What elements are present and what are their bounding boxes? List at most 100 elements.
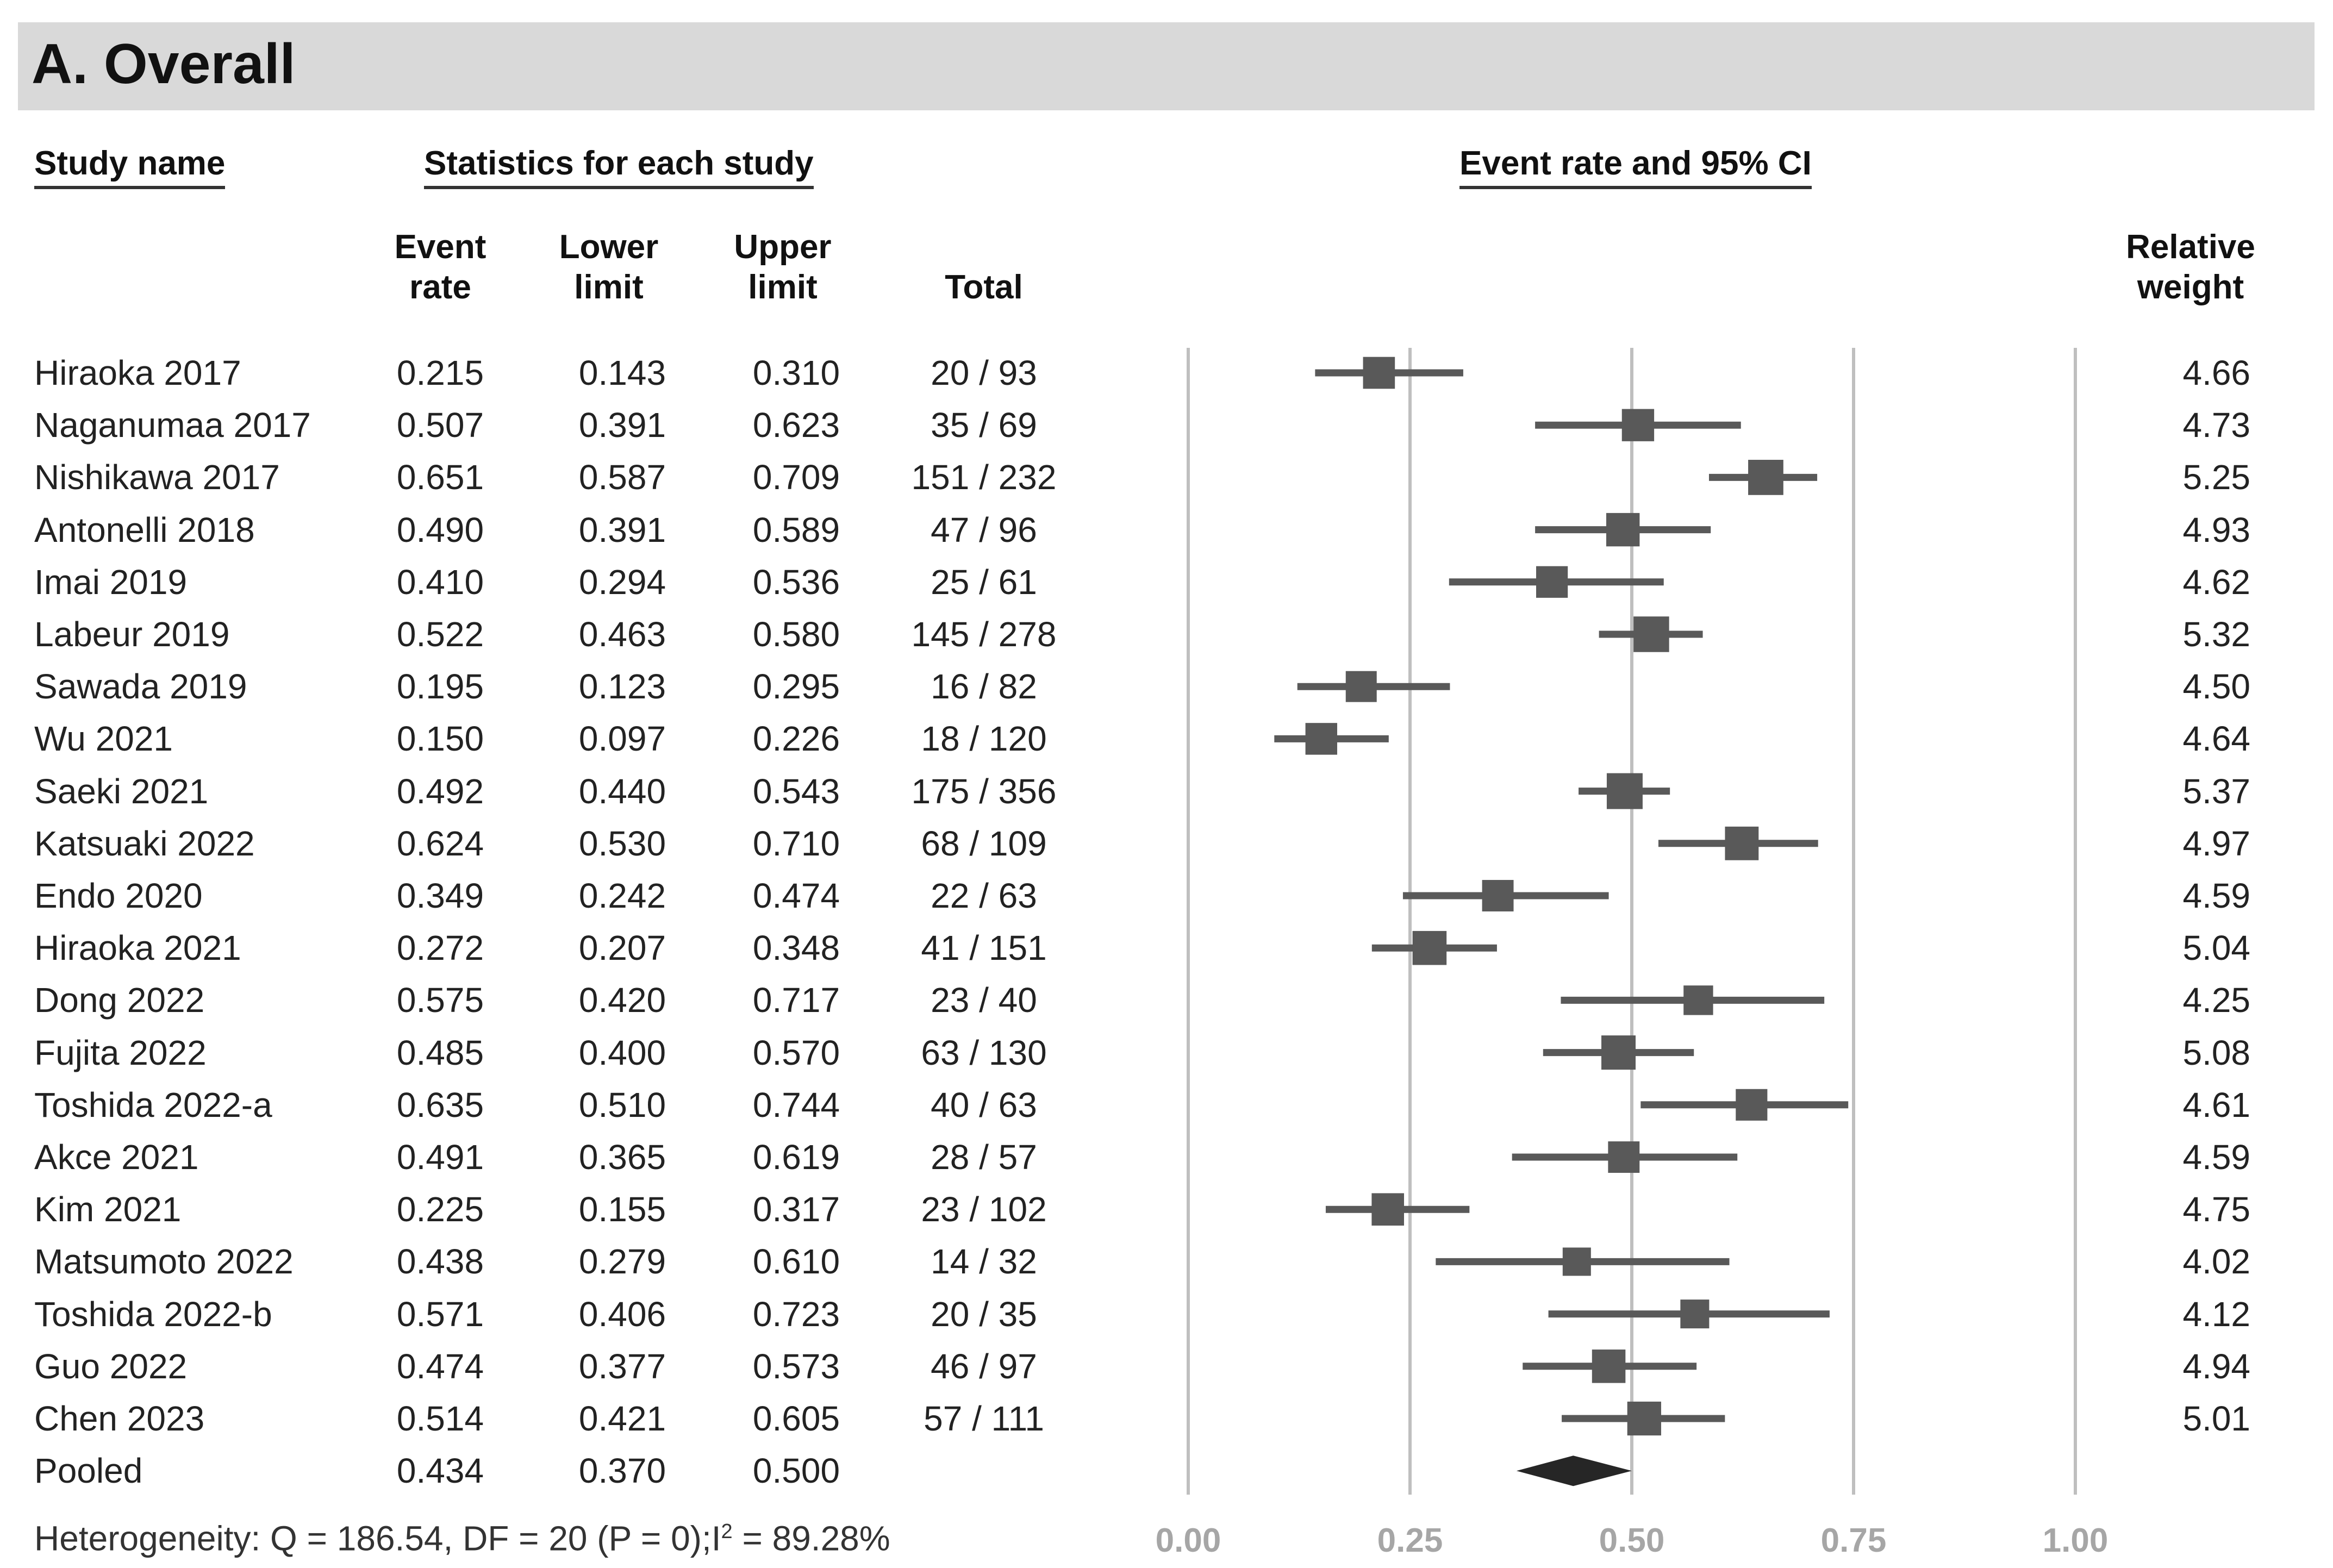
weight-header-line1: Relative bbox=[2126, 228, 2255, 266]
event-rate: 0.490 bbox=[396, 510, 484, 549]
table-row: Wu 2021 0.150 0.097 0.226 18 / 120 4.64 bbox=[0, 713, 2333, 765]
total-count: 18 / 120 bbox=[921, 719, 1047, 759]
upper-limit: 0.226 bbox=[752, 719, 840, 759]
lower-limit: 0.207 bbox=[578, 928, 666, 968]
upper-limit-header-line2: limit bbox=[748, 268, 818, 306]
table-row: Matsumoto 2022 0.438 0.279 0.610 14 / 32 4.02 bbox=[0, 1235, 2333, 1288]
table-row: Katsuaki 2022 0.624 0.530 0.710 68 / 109 4.97 bbox=[0, 817, 2333, 870]
lower-limit: 0.370 bbox=[578, 1451, 666, 1491]
table-row: Fujita 2022 0.485 0.400 0.570 63 / 130 5.08 bbox=[0, 1027, 2333, 1079]
lower-limit: 0.463 bbox=[578, 615, 666, 654]
lower-limit: 0.510 bbox=[578, 1085, 666, 1125]
panel-title-bar: A. Overall bbox=[18, 22, 2315, 110]
upper-limit: 0.536 bbox=[752, 562, 840, 602]
relative-weight: 4.59 bbox=[2182, 876, 2250, 915]
lower-limit: 0.420 bbox=[578, 980, 666, 1020]
table-row: Toshida 2022-b 0.571 0.406 0.723 20 / 35 4.12 bbox=[0, 1288, 2333, 1340]
event-rate: 0.485 bbox=[396, 1033, 484, 1072]
lower-limit-header-line2: limit bbox=[574, 268, 644, 306]
total-count: 22 / 63 bbox=[931, 876, 1037, 915]
event-rate: 0.635 bbox=[396, 1085, 484, 1125]
relative-weight: 4.94 bbox=[2182, 1346, 2250, 1386]
study-name: Toshida 2022-b bbox=[34, 1294, 272, 1334]
point-estimate-square bbox=[1562, 1247, 1591, 1276]
lower-limit: 0.530 bbox=[578, 823, 666, 863]
total-count: 46 / 97 bbox=[931, 1346, 1037, 1386]
total-count: 175 / 356 bbox=[911, 771, 1057, 811]
upper-limit: 0.543 bbox=[752, 771, 840, 811]
total-count: 20 / 35 bbox=[931, 1294, 1037, 1334]
relative-weight: 4.97 bbox=[2182, 823, 2250, 863]
event-rate: 0.571 bbox=[396, 1294, 484, 1334]
table-row: Hiraoka 2021 0.272 0.207 0.348 41 / 151 5.04 bbox=[0, 922, 2333, 974]
total-count: 47 / 96 bbox=[931, 510, 1037, 549]
total-count: 28 / 57 bbox=[931, 1138, 1037, 1177]
relative-weight-column-header: Relative weight bbox=[2109, 227, 2272, 308]
weight-header-line2: weight bbox=[2137, 268, 2244, 306]
point-estimate-square bbox=[1606, 773, 1643, 809]
point-estimate-square bbox=[1633, 616, 1669, 652]
study-name: Guo 2022 bbox=[34, 1346, 188, 1386]
point-estimate-square bbox=[1536, 566, 1568, 598]
upper-limit: 0.610 bbox=[752, 1242, 840, 1282]
table-row: Chen 2023 0.514 0.421 0.605 57 / 111 5.01 bbox=[0, 1392, 2333, 1445]
event-rate: 0.522 bbox=[396, 615, 484, 654]
i-squared-superscript: 2 bbox=[721, 1520, 733, 1543]
study-name: Imai 2019 bbox=[34, 562, 188, 602]
study-name: Kim 2021 bbox=[34, 1190, 182, 1229]
relative-weight: 5.04 bbox=[2182, 928, 2250, 968]
upper-limit: 0.500 bbox=[752, 1451, 840, 1491]
study-name: Fujita 2022 bbox=[34, 1033, 207, 1072]
relative-weight: 5.25 bbox=[2182, 458, 2250, 497]
event-rate: 0.195 bbox=[396, 667, 484, 707]
study-name: Saeki 2021 bbox=[34, 771, 209, 811]
panel-title: A. Overall bbox=[32, 33, 296, 96]
table-row: Antonelli 2018 0.490 0.391 0.589 47 / 96 4.93 bbox=[0, 504, 2333, 556]
total-count: 151 / 232 bbox=[911, 458, 1057, 497]
event-rate: 0.438 bbox=[396, 1242, 484, 1282]
total-count: 14 / 32 bbox=[931, 1242, 1037, 1282]
lower-limit-column-header: Lower limit bbox=[544, 227, 674, 308]
x-tick-label: 0.75 bbox=[1821, 1522, 1887, 1559]
event-rate-ci-header: Event rate and 95% CI bbox=[1459, 144, 1812, 189]
relative-weight: 4.66 bbox=[2182, 353, 2250, 392]
relative-weight: 4.73 bbox=[2182, 405, 2250, 445]
study-name: Matsumoto 2022 bbox=[34, 1242, 294, 1282]
point-estimate-square bbox=[1725, 826, 1759, 860]
lower-limit: 0.242 bbox=[578, 876, 666, 915]
point-estimate-square bbox=[1606, 513, 1640, 547]
lower-limit: 0.400 bbox=[578, 1033, 666, 1072]
upper-limit: 0.317 bbox=[752, 1190, 840, 1229]
total-count: 63 / 130 bbox=[921, 1033, 1047, 1072]
event-rate-header-line1: Event bbox=[394, 228, 486, 266]
event-rate-header-line2: rate bbox=[409, 268, 471, 306]
study-name: Chen 2023 bbox=[34, 1399, 205, 1438]
table-row: Hiraoka 2017 0.215 0.143 0.310 20 / 93 4.66 bbox=[0, 347, 2333, 399]
relative-weight: 4.75 bbox=[2182, 1190, 2250, 1229]
pooled-diamond bbox=[1516, 1455, 1632, 1486]
relative-weight: 4.62 bbox=[2182, 562, 2250, 602]
lower-limit: 0.123 bbox=[578, 667, 666, 707]
total-header-text: Total bbox=[945, 268, 1023, 306]
upper-limit: 0.744 bbox=[752, 1085, 840, 1125]
event-rate: 0.651 bbox=[396, 458, 484, 497]
lower-limit-header-line1: Lower bbox=[559, 228, 659, 266]
study-name: Hiraoka 2021 bbox=[34, 928, 241, 968]
event-rate: 0.624 bbox=[396, 823, 484, 863]
lower-limit: 0.377 bbox=[578, 1346, 666, 1386]
lower-limit: 0.391 bbox=[578, 510, 666, 549]
study-name: Akce 2021 bbox=[34, 1138, 199, 1177]
point-estimate-square bbox=[1608, 1141, 1640, 1173]
total-count: 16 / 82 bbox=[931, 667, 1037, 707]
point-estimate-square bbox=[1345, 671, 1377, 702]
heterogeneity-text: Heterogeneity: Q = 186.54, DF = 20 (P = … bbox=[34, 1519, 721, 1558]
table-row: Endo 2020 0.349 0.242 0.474 22 / 63 4.59 bbox=[0, 870, 2333, 922]
point-estimate-square bbox=[1601, 1035, 1636, 1070]
upper-limit: 0.723 bbox=[752, 1294, 840, 1334]
relative-weight: 4.12 bbox=[2182, 1294, 2250, 1334]
lower-limit: 0.440 bbox=[578, 771, 666, 811]
point-estimate-square bbox=[1412, 930, 1447, 965]
relative-weight: 4.59 bbox=[2182, 1138, 2250, 1177]
upper-limit: 0.589 bbox=[752, 510, 840, 549]
upper-limit: 0.710 bbox=[752, 823, 840, 863]
